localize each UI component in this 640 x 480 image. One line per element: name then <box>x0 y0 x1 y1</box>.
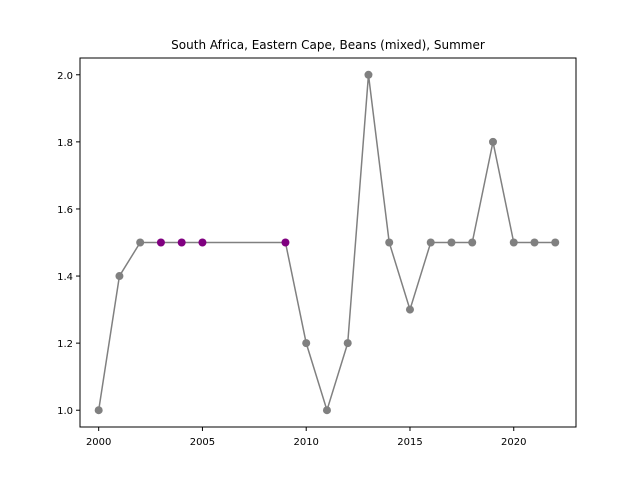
data-point <box>447 238 456 247</box>
data-point <box>426 238 435 247</box>
y-tick-label: 1.0 <box>57 406 73 417</box>
series-layer <box>94 70 560 415</box>
highlighted-data-point <box>281 238 290 247</box>
plot-area-frame <box>79 57 577 428</box>
data-point <box>468 238 477 247</box>
x-tick-label: 2005 <box>190 437 215 448</box>
y-tick-label: 1.6 <box>57 205 73 216</box>
data-point <box>136 238 145 247</box>
data-point <box>488 137 497 146</box>
chart-title: South Africa, Eastern Cape, Beans (mixed… <box>171 38 485 52</box>
y-tick-label: 1.8 <box>57 138 73 149</box>
highlighted-data-point <box>198 238 207 247</box>
x-tick-label: 2010 <box>293 437 318 448</box>
data-point <box>322 406 331 415</box>
highlighted-data-point <box>156 238 165 247</box>
y-tick-label: 2.0 <box>57 71 73 82</box>
x-tick-label: 2020 <box>501 437 526 448</box>
highlighted-data-point <box>177 238 186 247</box>
data-point <box>302 339 311 348</box>
series-line <box>97 74 556 413</box>
data-point <box>405 305 414 314</box>
data-point <box>94 406 103 415</box>
y-tick-label: 1.4 <box>57 272 73 283</box>
y-tick-label: 1.2 <box>57 339 73 350</box>
y-axis: 1.0 1.2 1.4 1.6 1.8 2.0 <box>57 71 80 417</box>
x-tick-label: 2000 <box>86 437 111 448</box>
data-point <box>509 238 518 247</box>
data-point <box>530 238 539 247</box>
data-point <box>115 272 124 281</box>
x-axis: 2000 2005 2010 2015 2020 <box>86 427 526 448</box>
data-point <box>551 238 560 247</box>
x-tick-label: 2015 <box>397 437 422 448</box>
data-point <box>385 238 394 247</box>
data-point <box>343 339 352 348</box>
data-point <box>364 70 373 79</box>
